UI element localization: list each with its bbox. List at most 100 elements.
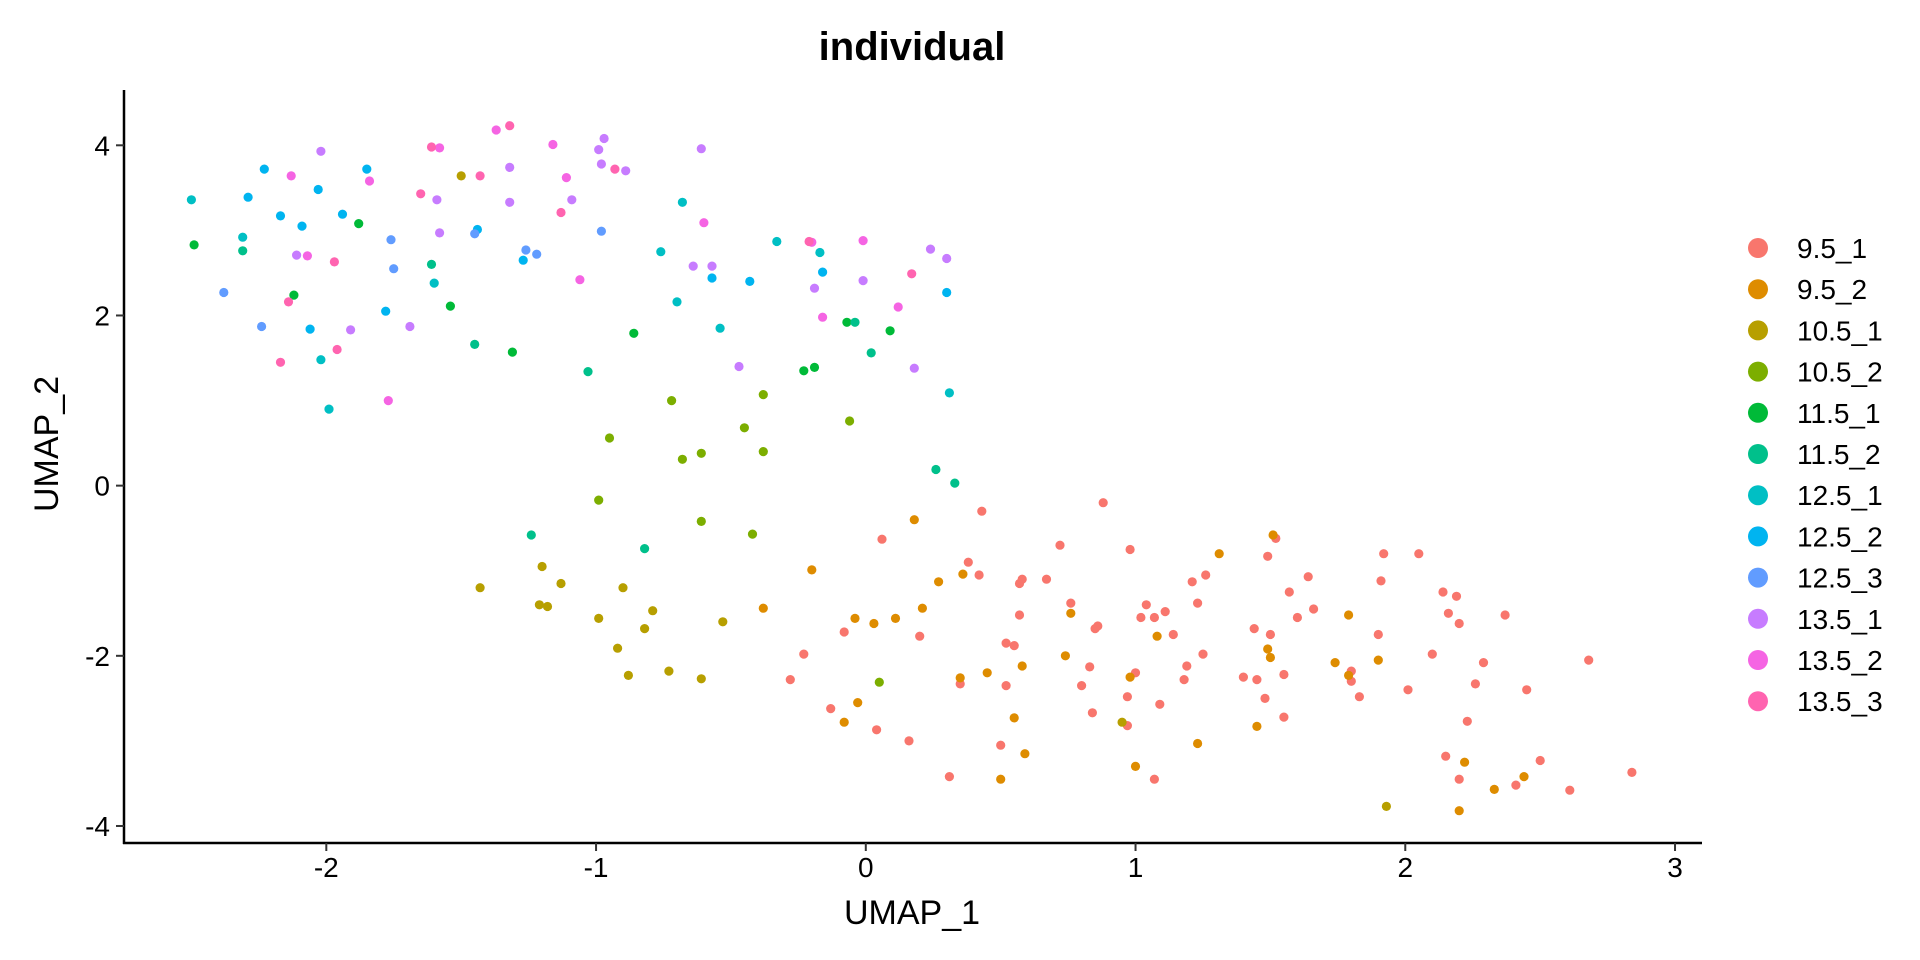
point-12.5_3-7 (596, 226, 607, 236)
point-12.5_2-7 (362, 164, 372, 174)
point-13.5_3-10 (804, 236, 814, 247)
point-12.5_2-0 (243, 192, 253, 202)
point-12.5_2-12 (745, 276, 755, 286)
point-13.5_2-3 (383, 396, 393, 406)
point-13.5_1-14 (696, 144, 706, 154)
point-13.5_1-12 (621, 166, 631, 176)
point-9.5_1-79 (1522, 685, 1532, 695)
point-10.5_1-4 (556, 578, 566, 589)
point-9.5_1-83 (1627, 767, 1637, 778)
point-13.5_2-5 (491, 125, 501, 135)
legend-item-13.5_3: 13.5_3 (1748, 686, 1883, 717)
legend-item-12.5_1: 12.5_1 (1748, 480, 1883, 511)
point-9.5_1-8 (1009, 641, 1019, 651)
point-9.5_1-24 (1085, 662, 1095, 672)
point-9.5_1-82 (1584, 655, 1594, 665)
point-10.5_1-13 (718, 617, 728, 627)
point-12.5_3-0 (219, 287, 229, 298)
point-13.5_2-11 (818, 312, 828, 322)
point-9.5_2-15 (1214, 549, 1224, 559)
point-9.5_1-75 (1470, 679, 1480, 689)
point-12.5_2-3 (297, 221, 307, 231)
point-9.5_1-14 (872, 725, 882, 735)
point-9.5_1-41 (1179, 675, 1189, 685)
y-tick-label: 0 (94, 471, 110, 502)
point-12.5_3-3 (389, 264, 399, 274)
point-13.5_3-1 (283, 297, 294, 307)
point-9.5_2-26 (1489, 784, 1499, 795)
point-9.5_1-78 (1511, 780, 1521, 790)
point-9.5_1-16 (785, 675, 795, 685)
point-9.5_1-64 (1379, 549, 1389, 559)
point-9.5_1-68 (1438, 587, 1448, 597)
point-13.5_2-0 (286, 171, 296, 181)
point-9.5_2-14 (1193, 738, 1203, 749)
point-12.5_2-6 (337, 209, 348, 219)
point-10.5_1-5 (594, 613, 604, 624)
point-13.5_2-4 (435, 143, 445, 153)
point-9.5_1-38 (1160, 607, 1170, 617)
point-13.5_1-2 (346, 325, 356, 335)
point-9.5_1-29 (1125, 544, 1135, 555)
point-10.5_2-3 (677, 454, 688, 464)
point-9.5_1-44 (1198, 649, 1208, 659)
point-9.5_1-55 (1284, 587, 1294, 597)
legend-item-10.5_2: 10.5_2 (1748, 357, 1883, 388)
point-9.5_1-31 (1122, 692, 1132, 702)
legend-label: 11.5_1 (1797, 398, 1881, 429)
legend-item-12.5_2: 12.5_2 (1748, 521, 1883, 552)
point-13.5_3-11 (907, 269, 917, 279)
legend-key (1748, 361, 1768, 382)
point-9.5_1-11 (996, 740, 1006, 750)
point-9.5_1-62 (1373, 629, 1383, 640)
point-9.5_1-17 (799, 649, 809, 659)
point-13.5_1-18 (858, 276, 868, 286)
point-12.5_1-11 (944, 388, 955, 398)
point-11.5_1-3 (445, 301, 455, 311)
point-10.5_1-11 (664, 666, 674, 676)
point-12.5_3-6 (532, 249, 542, 259)
point-10.5_1-15 (1381, 801, 1391, 812)
point-9.5_2-0 (909, 515, 919, 525)
x-tick-label: 1 (1128, 852, 1144, 883)
point-11.5_2-6 (866, 348, 876, 358)
point-9.5_2-20 (1330, 658, 1340, 668)
point-11.5_2-4 (526, 530, 536, 540)
point-9.5_1-54 (1279, 712, 1289, 722)
point-9.5_1-81 (1565, 785, 1575, 795)
point-9.5_2-24 (1454, 806, 1464, 816)
point-9.5_2-33 (917, 603, 928, 613)
point-13.5_3-5 (426, 142, 437, 152)
point-10.5_1-10 (648, 606, 658, 616)
x-axis-title: UMAP_1 (844, 894, 980, 932)
point-9.5_1-13 (904, 736, 914, 746)
legend-label: 9.5_2 (1797, 274, 1867, 305)
point-10.5_2-5 (696, 516, 706, 527)
point-12.5_1-0 (186, 195, 196, 205)
point-9.5_1-12 (944, 772, 955, 782)
legend-item-9.5_1: 9.5_1 (1748, 233, 1867, 264)
point-9.5_1-40 (1182, 661, 1192, 671)
point-10.5_1-6 (613, 643, 623, 653)
point-10.5_1-1 (537, 561, 547, 572)
point-9.5_1-26 (1093, 621, 1103, 631)
legend-item-12.5_3: 12.5_3 (1748, 563, 1883, 594)
point-12.5_1-10 (815, 247, 825, 258)
point-11.5_1-1 (289, 290, 299, 300)
point-9.5_1-67 (1427, 649, 1437, 659)
point-11.5_2-0 (238, 246, 248, 256)
legend-key (1748, 279, 1768, 300)
point-13.5_1-8 (567, 195, 577, 205)
point-9.5_1-76 (1478, 658, 1489, 668)
point-13.5_2-12 (858, 236, 868, 246)
point-9.5_2-25 (1460, 757, 1470, 767)
point-9.5_1-77 (1500, 610, 1510, 620)
x-tick-label: 3 (1667, 852, 1683, 883)
point-10.5_2-9 (758, 447, 768, 457)
point-9.5_2-27 (1519, 772, 1529, 782)
point-10.5_1-12 (696, 674, 706, 684)
point-12.5_2-13 (818, 267, 828, 277)
point-9.5_2-34 (807, 565, 817, 575)
point-9.5_2-22 (1344, 670, 1354, 681)
point-9.5_2-7 (1020, 749, 1030, 759)
